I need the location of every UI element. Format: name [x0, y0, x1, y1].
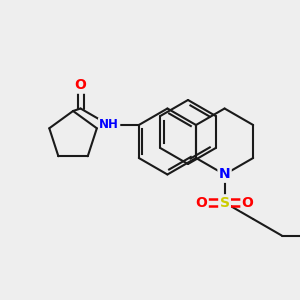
Text: N: N: [219, 167, 230, 182]
Text: O: O: [196, 196, 207, 209]
Text: O: O: [75, 78, 86, 92]
Text: S: S: [220, 196, 230, 209]
Text: NH: NH: [99, 118, 119, 131]
Text: O: O: [242, 196, 254, 209]
